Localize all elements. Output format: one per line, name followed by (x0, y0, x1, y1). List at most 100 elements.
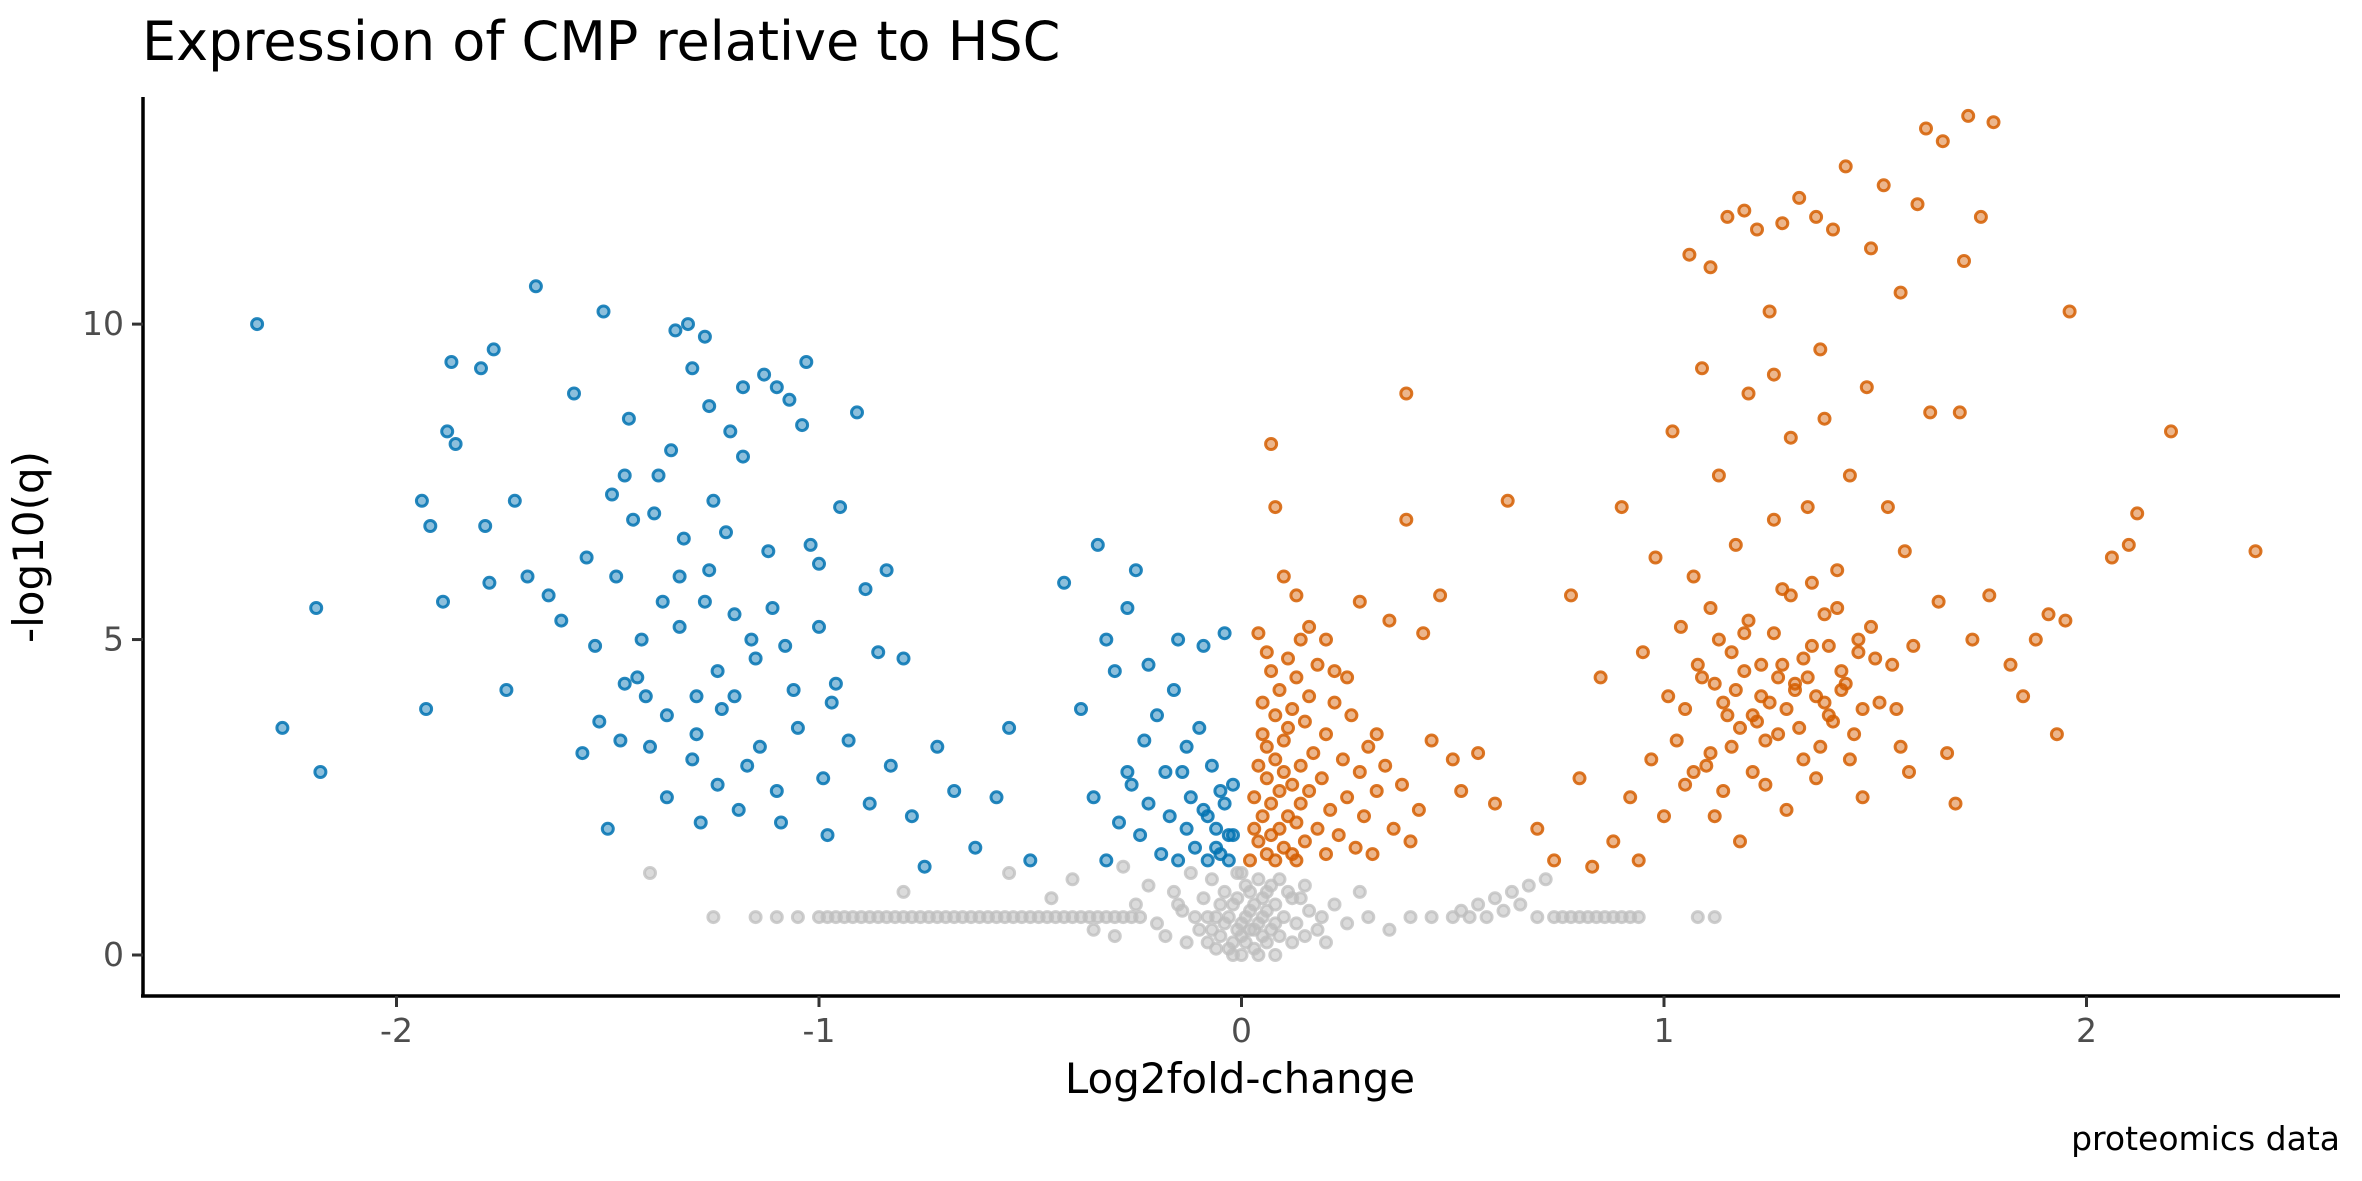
data-point-ns (1631, 910, 1646, 925)
data-point-down (436, 594, 450, 609)
data-point-ns (1141, 878, 1156, 893)
data-point-up (1247, 790, 1262, 805)
data-point-down (672, 569, 687, 584)
data-point-up (1745, 765, 1760, 779)
data-point-up (1842, 468, 1857, 483)
data-point-up (1728, 683, 1743, 697)
data-point-down (769, 380, 784, 395)
data-point-ns (1488, 891, 1502, 906)
data-point-ns (1361, 910, 1376, 925)
data-point-up (1395, 777, 1409, 792)
x-tick-label: 2 (2076, 1011, 2097, 1050)
data-point-up (1864, 619, 1878, 634)
data-point-up (1251, 758, 1266, 773)
data-point-up (1809, 209, 1824, 224)
data-point-down (1086, 790, 1101, 805)
data-point-down (444, 355, 459, 369)
data-point-down (676, 531, 691, 546)
data-point-up (1635, 645, 1650, 660)
data-point-up (1935, 134, 1950, 149)
data-point-down (710, 777, 725, 792)
data-point-down (609, 569, 624, 584)
data-point-up (1821, 638, 1836, 653)
y-tick-label: 10 (82, 304, 124, 343)
data-point-down (1099, 853, 1114, 868)
data-point-up (1319, 632, 1333, 647)
data-point-ns (1319, 935, 1333, 950)
data-point-down (1057, 575, 1072, 590)
data-point-down (774, 815, 788, 830)
data-point-ns (1327, 897, 1342, 912)
data-point-down (448, 437, 463, 451)
data-point-down (419, 702, 434, 716)
data-point-down (727, 607, 742, 622)
data-point-up (1830, 563, 1845, 578)
data-point-ns (1285, 891, 1300, 906)
data-point-up (1902, 765, 1916, 779)
data-point-ns (1002, 866, 1017, 880)
data-point-ns (1238, 878, 1253, 893)
data-point-up (1251, 626, 1266, 641)
data-point-down (858, 582, 873, 597)
data-point-down (896, 651, 911, 666)
data-point-down (474, 361, 488, 376)
data-point-up (1910, 197, 1925, 212)
data-point-ns (1272, 872, 1287, 887)
data-point-ns (643, 866, 657, 880)
data-point-ns (1133, 910, 1148, 925)
data-point-up (1255, 695, 1270, 710)
data-point-up (1703, 260, 1718, 275)
data-point-down (600, 821, 615, 836)
data-point-up (2164, 424, 2178, 439)
data-point-up (1800, 500, 1815, 515)
data-point-up (1783, 588, 1798, 603)
data-point-up (1855, 702, 1870, 716)
data-point-down (1099, 632, 1114, 647)
data-point-up (1690, 657, 1705, 672)
data-point-up (2121, 537, 2136, 552)
data-point-up (1733, 834, 1747, 849)
data-point-up (1847, 727, 1862, 742)
data-point-up (1796, 651, 1811, 666)
data-point-ns (1340, 916, 1355, 931)
data-point-down (850, 405, 864, 420)
data-point-up (1251, 834, 1266, 849)
data-point-down (1166, 683, 1181, 697)
data-point-up (2062, 304, 2077, 319)
x-tick-label: -2 (380, 1011, 413, 1050)
data-point-up (1259, 771, 1274, 786)
data-point-up (1289, 588, 1304, 603)
data-point-up (1817, 607, 1832, 622)
data-point-down (1226, 828, 1240, 843)
data-point-down (309, 601, 324, 615)
data-point-ns (1217, 884, 1232, 899)
data-point-up (1340, 670, 1355, 685)
data-point-down (634, 632, 649, 647)
data-point-up (1707, 809, 1722, 824)
data-point-ns (1171, 897, 1186, 912)
data-point-up (1686, 765, 1701, 779)
data-point-up (1319, 727, 1333, 742)
data-point-up (1365, 847, 1380, 862)
data-point-ns (1234, 916, 1249, 931)
data-point-up (1728, 537, 1743, 552)
data-point-down (1226, 777, 1240, 792)
data-point-up (1792, 720, 1807, 735)
data-point-up (1344, 708, 1359, 723)
data-point-down (879, 563, 894, 578)
data-point-down (740, 758, 755, 773)
data-point-up (1817, 695, 1832, 710)
data-point-down (782, 392, 797, 407)
data-point-down (765, 601, 780, 615)
data-point-down (1120, 765, 1135, 779)
y-axis-ticks: 0 5 10 (82, 304, 143, 974)
data-point-up (1297, 714, 1312, 729)
data-point-up (1872, 695, 1887, 710)
data-point-down (685, 361, 700, 376)
data-point-down (1183, 790, 1198, 805)
data-point-up (1851, 645, 1866, 660)
data-point-ns (1158, 929, 1173, 944)
data-point-up (1792, 190, 1807, 205)
data-point-up (1796, 752, 1811, 767)
